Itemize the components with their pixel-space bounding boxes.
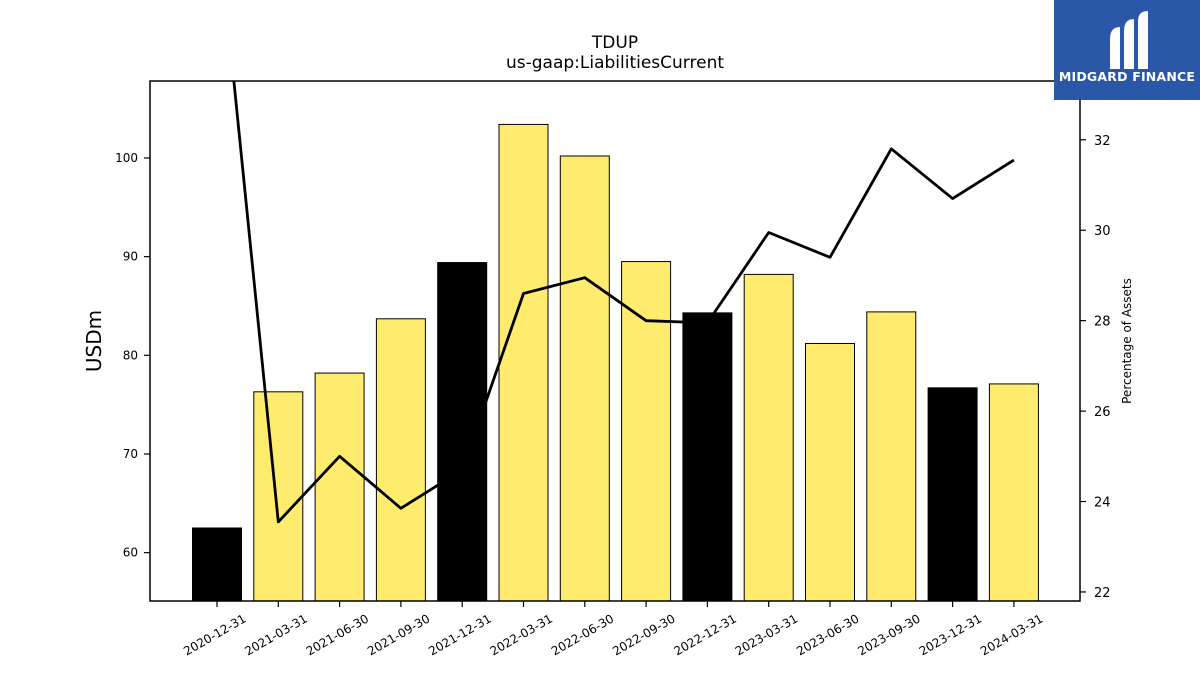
y-axis-left: 60 70 80 90 100 <box>115 151 150 560</box>
bar-2022-06-30 <box>559 155 610 602</box>
x-tick-label: 2022-03-31 <box>488 611 555 658</box>
y-tick-label-left: 60 <box>123 546 138 560</box>
y-tick-label-right: 30 <box>1094 224 1111 239</box>
y-tick-label-right: 32 <box>1094 134 1111 149</box>
bar-2023-03-31 <box>743 273 794 602</box>
bar-2023-12-31 <box>927 387 978 602</box>
bar-2020-12-31 <box>192 527 242 602</box>
x-tick-label: 2023-06-30 <box>794 611 861 658</box>
bar-2024-03-31 <box>988 383 1039 602</box>
bar-2022-03-31 <box>498 123 549 602</box>
y-tick-label-right: 24 <box>1094 496 1111 511</box>
y-tick-label-left: 90 <box>123 250 138 264</box>
bar-2023-06-30 <box>805 342 855 602</box>
bar-2022-09-30 <box>621 261 672 602</box>
y-tick-label-right: 26 <box>1094 405 1111 420</box>
bar-2023-09-30 <box>866 311 917 602</box>
chart-title: TDUP <box>591 33 638 53</box>
x-tick-label: 2023-09-30 <box>855 611 922 658</box>
x-tick-label: 2021-12-31 <box>426 611 493 658</box>
y-axis-label-right: Percentage of Assets <box>1120 278 1134 404</box>
plot-frame <box>149 80 1081 602</box>
chart-subtitle: us-gaap:LiabilitiesCurrent <box>506 53 724 73</box>
x-tick-label: 2020-12-31 <box>181 611 248 658</box>
x-tick-label: 2021-06-30 <box>304 611 371 658</box>
x-tick-label: 2022-12-31 <box>671 611 738 658</box>
x-tick-label: 2023-12-31 <box>917 611 984 658</box>
x-tick-label: 2024-03-31 <box>978 611 1045 658</box>
bar-2021-12-31 <box>437 262 488 602</box>
y-tick-label-left: 80 <box>123 348 138 362</box>
x-tick-label: 2023-03-31 <box>733 611 800 658</box>
y-tick-label-right: 22 <box>1094 586 1111 601</box>
x-tick-label: 2022-09-30 <box>610 611 677 658</box>
logo-mark-icon <box>1110 11 1148 69</box>
brand-logo: MIDGARD FINANCE <box>1054 0 1200 100</box>
logo-text: MIDGARD FINANCE <box>1058 69 1196 84</box>
y-axis-right: 22 24 26 28 30 32 <box>1080 134 1111 601</box>
bar-2022-12-31 <box>682 312 733 602</box>
x-tick-label: 2022-06-30 <box>549 611 616 658</box>
x-tick-label: 2021-09-30 <box>365 611 432 658</box>
y-tick-label-left: 70 <box>123 447 138 461</box>
bar-2021-09-30 <box>375 318 426 602</box>
line-percentage-of-assets <box>232 81 1015 524</box>
x-tick-label: 2021-03-31 <box>242 611 309 658</box>
bars <box>192 123 1039 602</box>
y-axis-label-left: USDm <box>82 310 106 372</box>
y-tick-label-left: 100 <box>115 151 138 165</box>
y-tick-label-right: 28 <box>1094 315 1111 330</box>
bar-2021-06-30 <box>314 372 365 602</box>
x-axis: 2020-12-312021-03-312021-06-302021-09-30… <box>181 601 1045 658</box>
bar-2021-03-31 <box>253 391 304 602</box>
line-layer <box>232 81 1015 524</box>
